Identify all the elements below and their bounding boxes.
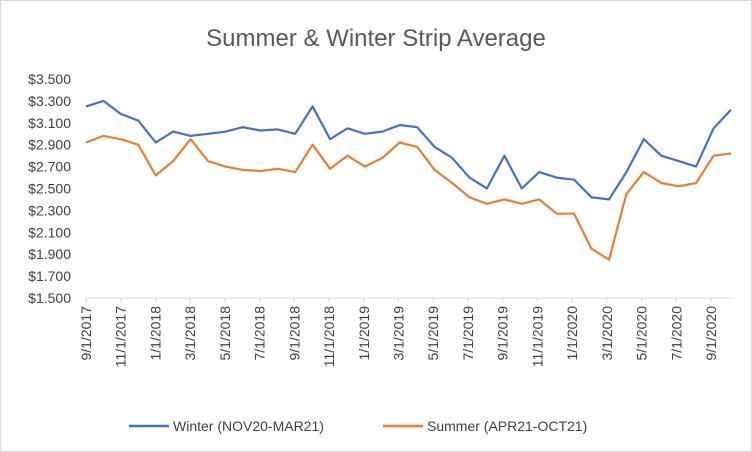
x-tick-label: 1/1/2019 <box>356 306 372 361</box>
y-tick-label: $3.100 <box>28 115 71 131</box>
chart-title: Summer & Winter Strip Average <box>206 25 546 52</box>
x-tick-label: 7/1/2019 <box>460 306 476 361</box>
series-group <box>85 99 732 261</box>
legend-label: Summer (APR21-OCT21) <box>427 418 587 434</box>
series-line-winter <box>85 99 732 201</box>
x-tick-label: 3/1/2020 <box>599 306 615 361</box>
x-tick-label: 5/1/2018 <box>217 306 233 361</box>
x-axis: 9/1/2017 11/1/2017 1/1/2018 3/1/2018 5/1/201… <box>78 297 731 367</box>
x-tick-label: 11/1/2019 <box>529 306 545 367</box>
x-tick-label: 3/1/2019 <box>391 306 407 361</box>
x-tick-label: 9/1/2018 <box>286 306 302 361</box>
y-tick-label: $2.100 <box>28 224 71 240</box>
x-tick-label: 7/1/2020 <box>668 306 684 361</box>
y-tick-label: $2.500 <box>28 181 71 197</box>
x-tick-label: 9/1/2019 <box>495 306 511 361</box>
x-tick-label: 5/1/2020 <box>634 306 650 361</box>
y-tick-label: $1.700 <box>28 268 71 284</box>
x-tick-label: 5/1/2019 <box>425 306 441 361</box>
legend: Winter (NOV20-MAR21) Summer (APR21-OCT21) <box>129 418 587 434</box>
x-tick-label: 9/1/2020 <box>703 306 719 361</box>
x-tick-label: 11/1/2017 <box>113 306 129 367</box>
y-tick-label: $3.300 <box>28 93 71 109</box>
series-line-summer <box>85 134 732 261</box>
y-tick-label: $2.700 <box>28 159 71 175</box>
legend-label: Winter (NOV20-MAR21) <box>173 418 324 434</box>
y-axis: $1.500 $1.700 $1.900 $2.100 $2.300 $2.500 $2.7… <box>28 71 71 306</box>
y-tick-label: $2.300 <box>28 202 71 218</box>
y-tick-label: $2.900 <box>28 137 71 153</box>
x-tick-label: 3/1/2018 <box>182 306 198 361</box>
y-tick-label: $1.900 <box>28 246 71 262</box>
x-tick-label: 1/1/2020 <box>564 306 580 361</box>
y-tick-label: $3.500 <box>28 71 71 87</box>
x-tick-label: 7/1/2018 <box>252 306 268 361</box>
y-tick-label: $1.500 <box>28 290 71 306</box>
x-tick-label: 1/1/2018 <box>147 306 163 361</box>
x-tick-label: 11/1/2018 <box>321 306 337 367</box>
x-tick-label: 9/1/2017 <box>78 306 94 361</box>
